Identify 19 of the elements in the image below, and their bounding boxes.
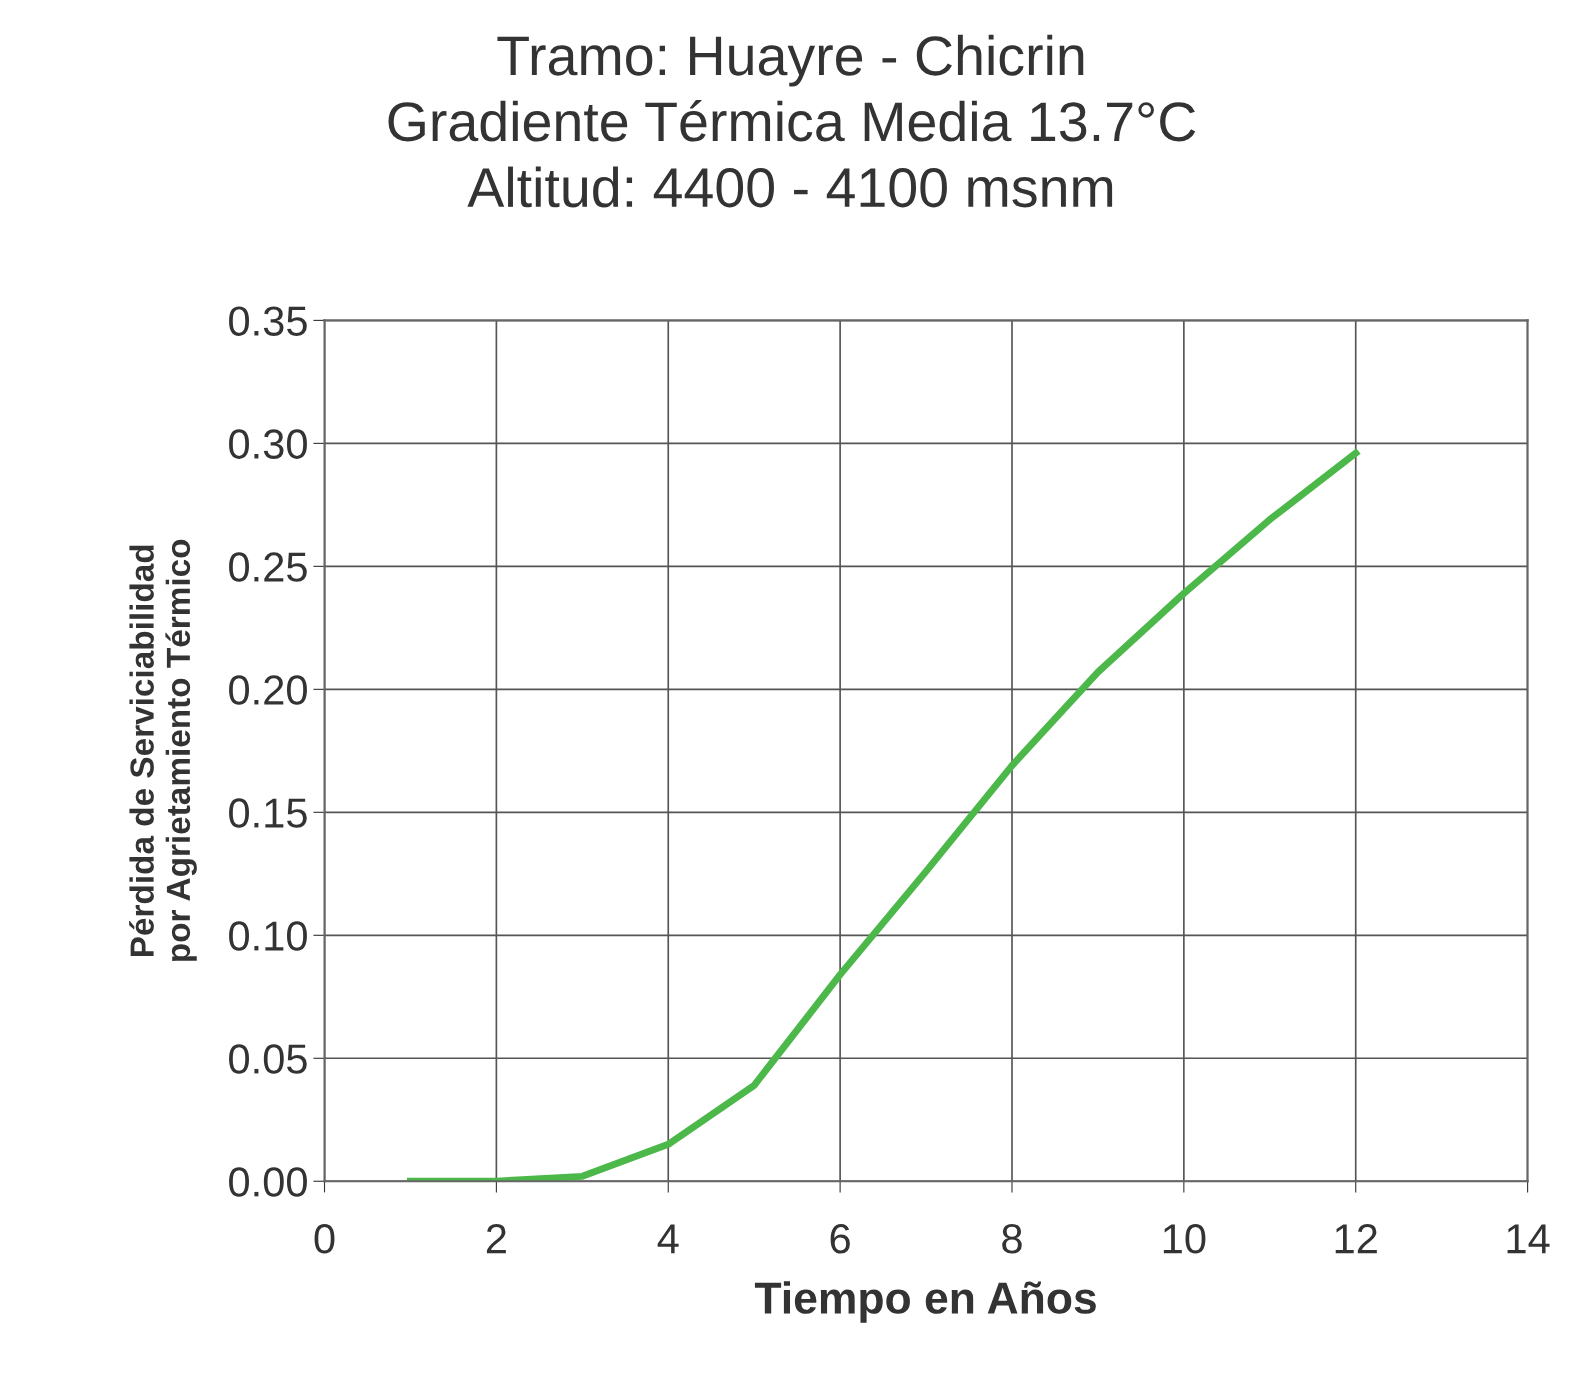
x-tick-label: 14 (1507, 1224, 1550, 1254)
y-tick-label: 0.20 (229, 675, 307, 705)
x-tick-label: 12 (1335, 1224, 1377, 1254)
y-tick-label: 0.35 (229, 306, 307, 336)
y-tick-label: 0.00 (229, 1167, 307, 1197)
y-tick-label: 0.15 (229, 798, 307, 828)
x-tick-label: 0 (314, 1224, 335, 1254)
x-axis-title: Tiempo en Años (754, 1281, 1096, 1323)
chart-title: Tramo: Huayre - Chicrin Gradiente Térmica Media 13.7°C Altitud: 4400 - 4100 msnm (388, 34, 1196, 208)
y-tick-label: 0.10 (229, 921, 307, 951)
y-tick-label: 0.25 (229, 552, 307, 582)
x-tick-label: 2 (486, 1224, 506, 1254)
y-tick-label: 0.30 (229, 429, 307, 459)
x-tick-label: 10 (1163, 1224, 1206, 1254)
x-tick-label: 4 (657, 1224, 679, 1254)
y-axis-title: Pérdida de Serviciabilidad por Agrietamiento Térmico (129, 539, 197, 961)
y-tick-label: 0.05 (229, 1044, 307, 1074)
x-tick-label: 6 (830, 1224, 850, 1254)
x-tick-label: 8 (1002, 1224, 1022, 1254)
